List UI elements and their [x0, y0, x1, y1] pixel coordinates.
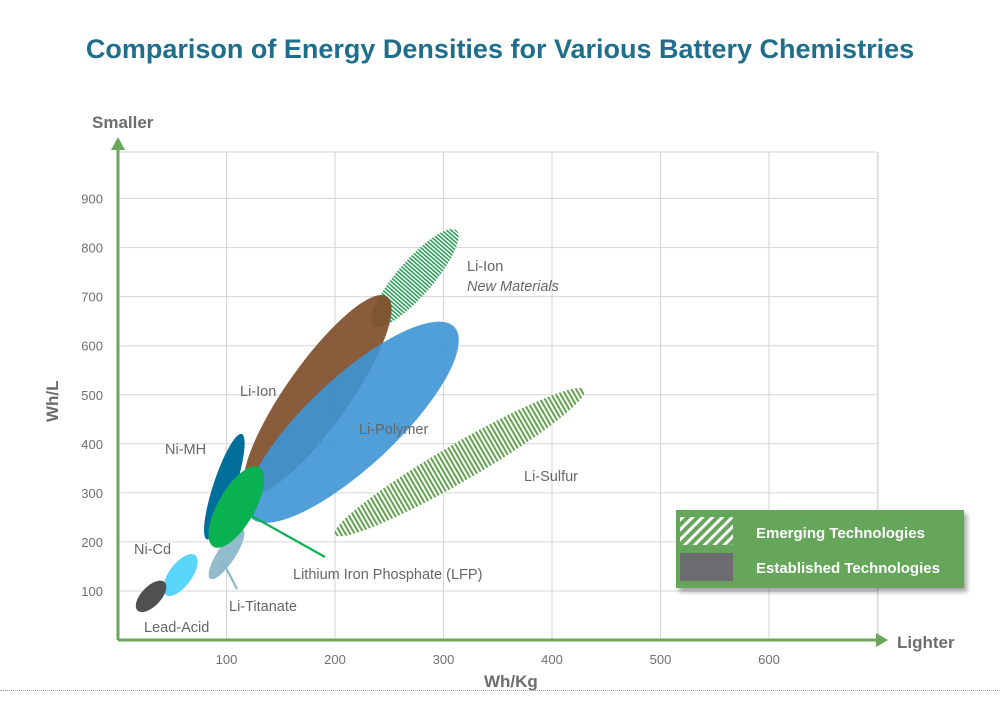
chart-legend: Emerging Technologies Established Technol…: [676, 510, 964, 588]
x-axis-title: Wh/Kg: [484, 672, 538, 691]
x-tick-400: 400: [541, 652, 563, 667]
label-li-sulfur: Li-Sulfur: [524, 469, 578, 485]
y-tick-200: 200: [81, 535, 103, 550]
x-axis-arrow: [876, 633, 888, 647]
chart-title: Comparison of Energy Densities for Vario…: [85, 34, 915, 64]
ellipse-li-sulfur: [334, 388, 585, 537]
label-li-ion-new-materials-line2: New Materials: [467, 279, 559, 295]
y-tick-300: 300: [81, 486, 103, 501]
x-tick-300: 300: [433, 652, 455, 667]
y-axis-arrow: [111, 137, 125, 150]
ellipse-li-polymer: [245, 321, 459, 523]
x-tick-600: 600: [758, 652, 780, 667]
y-tick-400: 400: [81, 437, 103, 452]
chart-axes: Smaller Lighter Wh/Kg Wh/L: [43, 113, 955, 691]
x-tick-200: 200: [324, 652, 346, 667]
legend-label-established: Established Technologies: [756, 560, 940, 577]
footer-divider: [0, 690, 1000, 691]
y-tick-900: 900: [81, 192, 103, 207]
y-tick-700: 700: [81, 290, 103, 305]
y-axis-end-label: Smaller: [92, 113, 154, 132]
leader-lfp: [233, 505, 326, 558]
label-li-ion: Li-Ion: [240, 384, 276, 400]
legend-swatch-established: [680, 553, 733, 581]
label-li-polymer: Li-Polymer: [359, 422, 428, 438]
label-ni-mh: Ni-MH: [165, 442, 206, 458]
y-tick-500: 500: [81, 388, 103, 403]
label-li-ion-new-materials: Li-Ion: [467, 259, 503, 275]
legend-swatch-emerging: [680, 517, 733, 545]
ellipse-li-titanate: [208, 529, 245, 580]
data-labels: Li-Ion New Materials Li-Sulfur Li-Ion Li-Pol…: [134, 259, 578, 636]
y-tick-600: 600: [81, 339, 103, 354]
x-tick-100: 100: [216, 652, 238, 667]
leader-li-titanate: [221, 559, 238, 590]
label-lead-acid: Lead-Acid: [144, 620, 209, 636]
legend-label-emerging: Emerging Technologies: [756, 525, 925, 542]
x-axis-end-label: Lighter: [897, 633, 955, 652]
label-li-titanate: Li-Titanate: [229, 599, 297, 615]
label-ni-cd: Ni-Cd: [134, 542, 171, 558]
x-tick-500: 500: [650, 652, 672, 667]
ellipse-ni-cd: [163, 554, 198, 596]
y-tick-800: 800: [81, 241, 103, 256]
ellipse-lead-acid: [135, 580, 167, 613]
y-axis-title: Wh/L: [43, 380, 62, 422]
label-lfp: Lithium Iron Phosphate (LFP): [293, 567, 482, 583]
y-tick-100: 100: [81, 584, 103, 599]
chart-marks: [135, 229, 585, 613]
ellipse-li-ion-new-materials: [370, 229, 459, 328]
tick-labels: 100 200 300 400 500 600 100 200 300 400 500 600 700 8…: [81, 192, 780, 667]
